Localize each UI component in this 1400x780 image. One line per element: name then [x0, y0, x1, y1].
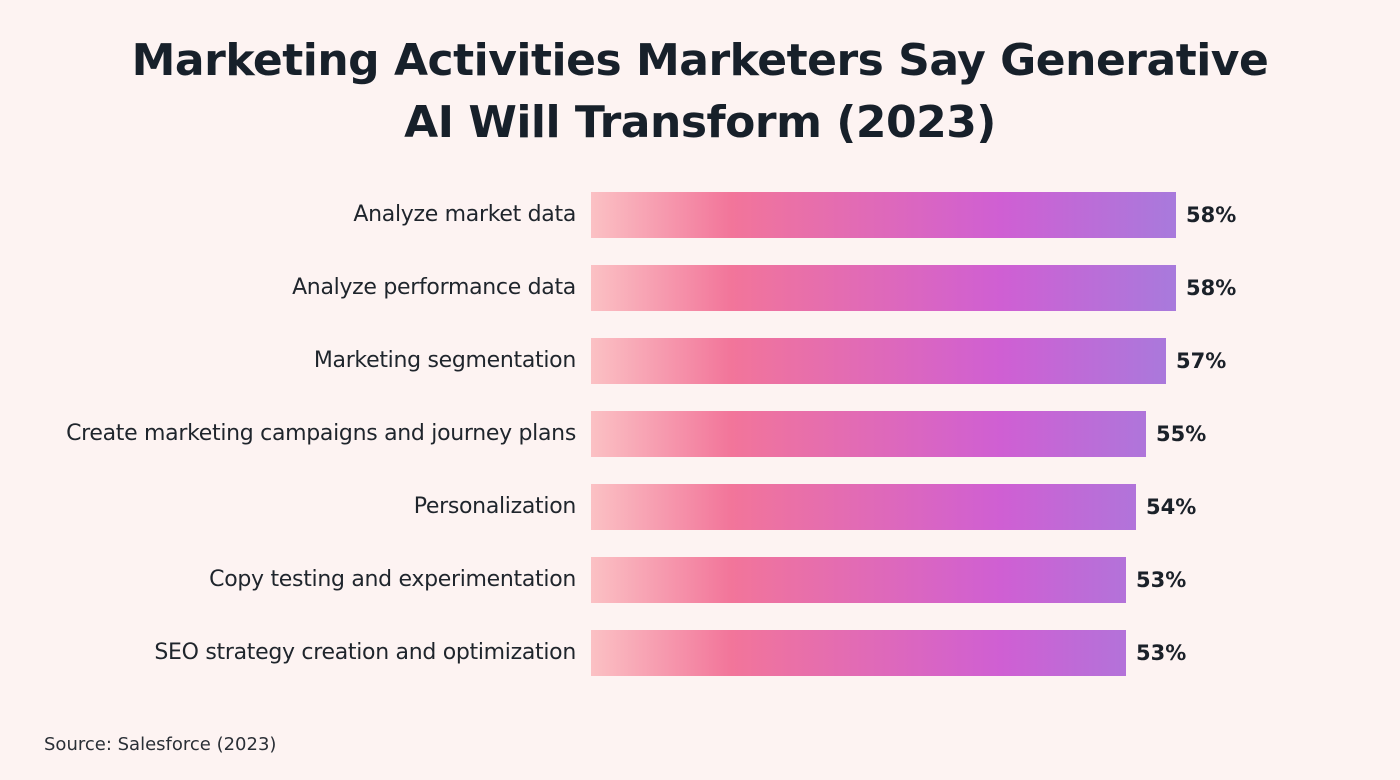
category-label: Analyze market data	[353, 202, 576, 227]
category-label: Personalization	[413, 494, 577, 519]
category-label: Create marketing campaigns and journey p…	[66, 421, 576, 446]
value-label: 58%	[1186, 276, 1237, 300]
value-label: 53%	[1136, 641, 1187, 665]
bar	[591, 265, 1176, 311]
bar-row: SEO strategy creation and optimization 53…	[0, 630, 1400, 676]
bar-row: Analyze performance data 58%	[0, 265, 1400, 311]
value-label: 58%	[1186, 203, 1237, 227]
bar	[591, 192, 1176, 238]
chart-title-line-1: Marketing Activities Marketers Say Gener…	[131, 35, 1269, 86]
bar	[591, 411, 1146, 457]
value-label: 53%	[1136, 568, 1187, 592]
category-label: Copy testing and experimentation	[209, 567, 576, 592]
bar-row: Create marketing campaigns and journey p…	[0, 411, 1400, 457]
value-label: 57%	[1176, 349, 1227, 373]
category-label: SEO strategy creation and optimization	[154, 640, 576, 665]
bar	[591, 557, 1126, 603]
bar-row: Personalization 54%	[0, 484, 1400, 530]
category-label: Analyze performance data	[292, 275, 576, 300]
value-label: 55%	[1156, 422, 1207, 446]
bar-row: Analyze market data 58%	[0, 192, 1400, 238]
value-label: 54%	[1146, 495, 1197, 519]
chart-title: Marketing Activities Marketers Say Gener…	[0, 30, 1400, 154]
chart-title-line-2: AI Will Transform (2023)	[404, 97, 996, 148]
bar	[591, 484, 1136, 530]
bar-row: Marketing segmentation 57%	[0, 338, 1400, 384]
bar-row: Copy testing and experimentation 53%	[0, 557, 1400, 603]
category-label: Marketing segmentation	[313, 348, 576, 373]
bar	[591, 338, 1166, 384]
source-note: Source: Salesforce (2023)	[44, 734, 277, 755]
bar	[591, 630, 1126, 676]
